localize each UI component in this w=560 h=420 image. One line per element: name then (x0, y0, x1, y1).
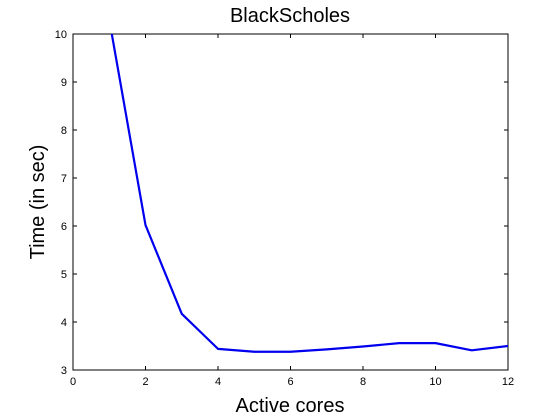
ticks: 0 2 4 6 8 10 12 3 4 5 6 7 8 9 10 (55, 29, 514, 388)
x-tick-label: 8 (360, 376, 366, 388)
series-layer (110, 34, 508, 353)
axes (72, 33, 509, 371)
y-tick-label: 8 (61, 125, 67, 137)
x-tick-label: 2 (142, 376, 148, 388)
y-tick-label: 4 (61, 317, 67, 329)
y-tick-label: 3 (61, 365, 67, 377)
x-axis-title: Active cores (236, 395, 345, 417)
x-tick-label: 4 (215, 376, 221, 388)
x-tick-label: 10 (429, 376, 441, 388)
x-tick-label: 6 (287, 376, 293, 388)
y-axis-title: Time (in sec) (27, 145, 49, 260)
x-tick-label: 0 (70, 376, 76, 388)
chart-title: BlackScholes (230, 5, 350, 27)
y-tick-label: 10 (55, 29, 67, 41)
y-tick-label: 7 (61, 173, 67, 185)
y-tick-label: 6 (61, 221, 67, 233)
y-tick-label: 9 (61, 77, 67, 89)
x-tick-label: 12 (502, 376, 514, 388)
series-line (110, 34, 508, 353)
plot-area-frame (72, 33, 509, 371)
y-tick-label: 5 (61, 269, 67, 281)
